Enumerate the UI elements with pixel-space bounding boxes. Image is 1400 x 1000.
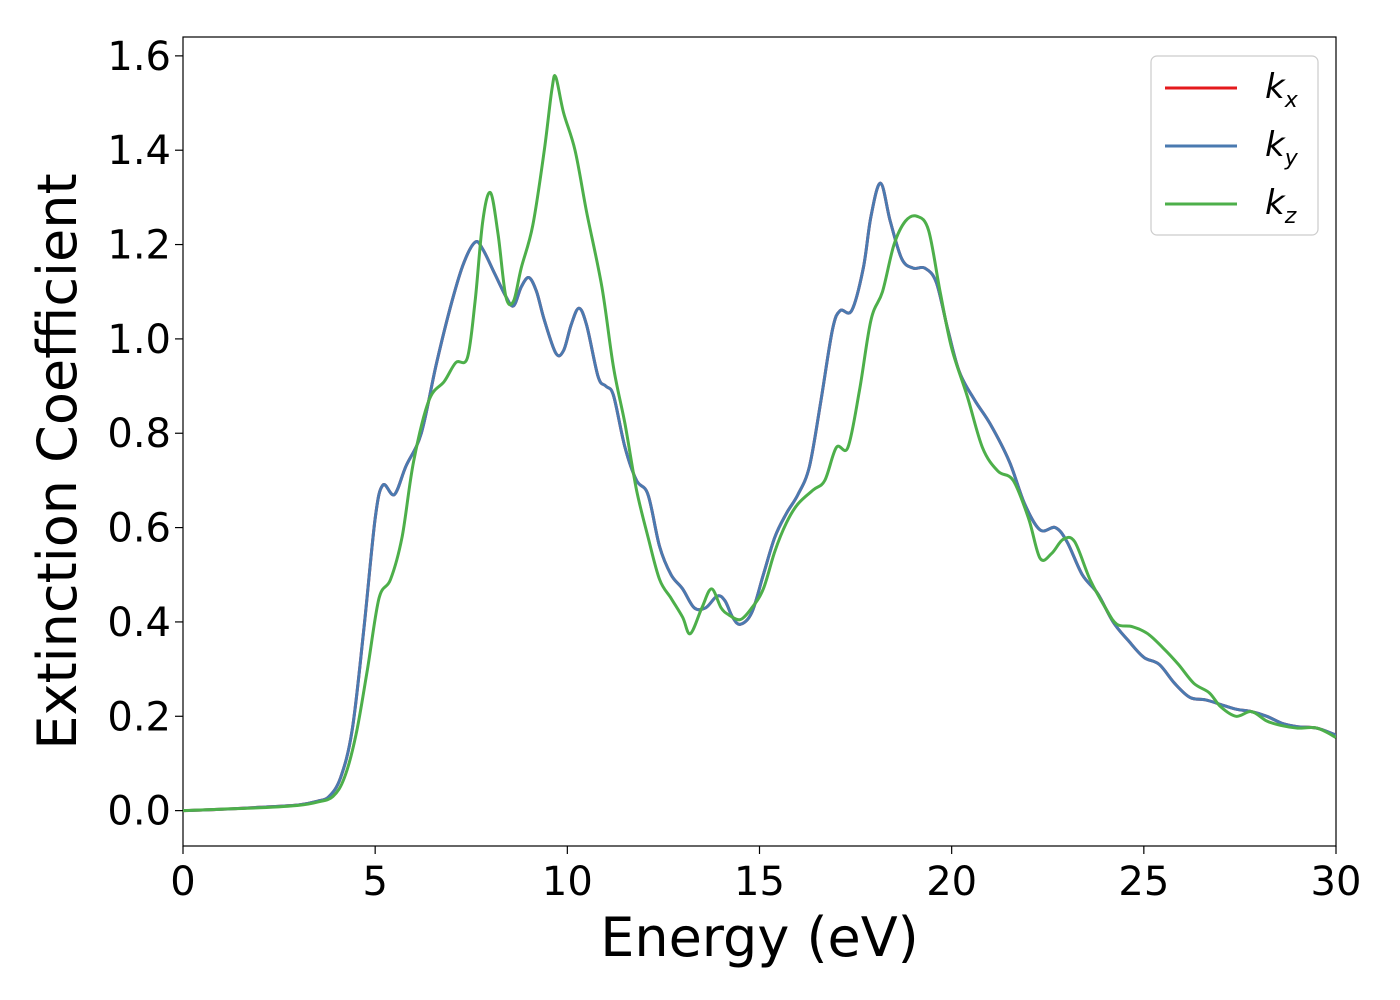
y-tick-label: 1.6 <box>107 34 171 80</box>
x-tick-label: 0 <box>170 859 195 905</box>
legend-label-x: kx <box>1265 67 1299 113</box>
y-tick-label: 0.2 <box>107 694 171 740</box>
x-tick-label: 15 <box>734 859 785 905</box>
x-tick-label: 10 <box>542 859 593 905</box>
x-axis-label: Energy (eV) <box>600 906 919 969</box>
x-tick-label: 20 <box>926 859 977 905</box>
x-tick-label: 30 <box>1311 859 1362 905</box>
y-tick-label: 1.4 <box>107 128 171 174</box>
legend-label-subscript: y <box>1284 146 1299 171</box>
x-tick-label: 25 <box>1118 859 1169 905</box>
series-line-z <box>183 74 1336 813</box>
legend-label-z: kz <box>1265 183 1297 229</box>
legend-label-y: ky <box>1265 125 1299 171</box>
legend-label-subscript: z <box>1284 204 1297 229</box>
y-tick-label: 0.8 <box>107 411 171 457</box>
series-layer <box>183 74 1336 813</box>
y-tick-label: 0.6 <box>107 506 171 552</box>
y-axis: 0.0 0.2 0.4 0.6 0.8 1.0 1.2 1.4 1.6 <box>107 34 183 835</box>
x-tick-label: 5 <box>362 859 387 905</box>
legend-label-base: k <box>1265 125 1286 165</box>
x-axis: 0 5 10 15 20 25 30 <box>170 846 1361 905</box>
legend-label-base: k <box>1265 67 1286 107</box>
y-tick-label: 1.2 <box>107 223 171 269</box>
y-tick-label: 1.0 <box>107 317 171 363</box>
y-tick-label: 0.0 <box>107 789 171 835</box>
legend-label-subscript: x <box>1284 88 1299 113</box>
legend-label-base: k <box>1265 183 1286 223</box>
y-tick-label: 0.4 <box>107 600 171 646</box>
y-axis-label: Extinction Coefficient <box>26 173 89 749</box>
